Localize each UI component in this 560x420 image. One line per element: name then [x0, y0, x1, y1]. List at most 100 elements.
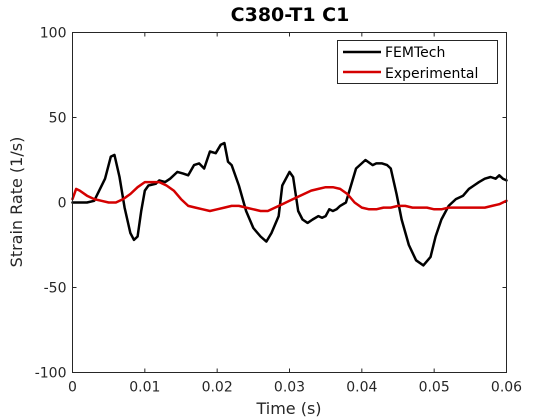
data-point [180, 198, 182, 200]
data-point [355, 168, 357, 169]
y-axis-label: Strain Rate (1/s) [7, 137, 26, 268]
x-tick-label: 0.02 [202, 380, 233, 396]
y-axis: -100 -50 0 50 100 [35, 26, 507, 382]
data-point [346, 193, 348, 195]
data-point [345, 202, 347, 203]
data-point [187, 174, 189, 176]
data-point [477, 207, 479, 209]
data-point [173, 190, 175, 192]
data-point [310, 190, 312, 192]
data-point [317, 188, 319, 190]
series-experimental [71, 180, 508, 213]
data-point [401, 219, 403, 220]
data-point [375, 208, 377, 210]
data-point [270, 232, 272, 234]
data-point [422, 264, 424, 266]
data-point [368, 208, 370, 210]
data-point [426, 207, 428, 209]
data-point [354, 202, 356, 203]
data-point [325, 215, 327, 217]
data-point [455, 198, 457, 200]
data-point [312, 219, 314, 220]
data-point [176, 171, 178, 173]
data-point [108, 202, 110, 203]
data-point [267, 210, 269, 212]
data-point [140, 210, 142, 212]
data-point [260, 236, 262, 237]
data-point [296, 196, 298, 198]
series-line [71, 141, 508, 267]
data-point [303, 193, 305, 195]
data-point [484, 207, 486, 209]
data-point [104, 178, 106, 180]
data-point [79, 190, 81, 192]
data-point [238, 185, 240, 186]
data-point [238, 205, 240, 207]
data-point [375, 162, 377, 164]
data-point [133, 239, 135, 241]
data-point [278, 215, 280, 217]
data-point [198, 162, 200, 164]
data-point [350, 185, 352, 186]
data-point [187, 205, 189, 207]
data-point [274, 207, 276, 209]
data-point [430, 256, 432, 258]
data-point [491, 205, 493, 207]
x-tick-label: 0.03 [274, 380, 305, 396]
data-point [124, 207, 126, 209]
data-point [317, 215, 319, 217]
data-point [193, 164, 195, 166]
data-point [122, 198, 124, 200]
chart-title: C380-T1 C1 [231, 4, 350, 26]
data-point [339, 205, 341, 207]
data-point [209, 151, 211, 152]
data-point [155, 183, 157, 185]
data-point [433, 208, 435, 210]
data-point [223, 207, 225, 209]
data-point [495, 178, 497, 180]
data-point [498, 174, 500, 176]
data-point [194, 207, 196, 209]
data-point [364, 159, 366, 161]
data-point [468, 188, 470, 190]
data-point [332, 186, 334, 188]
y-tick-label: -50 [44, 281, 67, 297]
y-tick-label: 0 [58, 196, 67, 212]
data-point [386, 164, 388, 166]
data-point [215, 152, 217, 154]
data-point [289, 200, 290, 202]
data-point [292, 176, 294, 178]
data-point [265, 241, 267, 243]
data-point [440, 219, 442, 220]
data-point [144, 181, 146, 183]
data-point [397, 205, 399, 207]
data-point [302, 219, 304, 220]
data-point [100, 200, 102, 202]
data-point [396, 193, 398, 195]
data-point [297, 210, 299, 212]
data-point [469, 207, 471, 209]
data-point [339, 188, 341, 190]
data-point [448, 205, 450, 207]
data-point [455, 207, 457, 209]
x-tick-label: 0 [68, 380, 77, 396]
data-point [86, 195, 88, 197]
data-point [336, 208, 338, 210]
data-point [498, 203, 500, 205]
data-point [113, 154, 115, 156]
plot-frame [72, 32, 507, 373]
data-point [144, 190, 146, 192]
data-point [260, 210, 262, 212]
data-point [231, 205, 233, 207]
data-point [252, 227, 254, 229]
data-point [321, 217, 323, 219]
data-point [220, 144, 222, 146]
data-point [86, 202, 88, 203]
data-point [115, 202, 117, 203]
legend-box [337, 40, 498, 84]
data-point [137, 236, 139, 237]
data-point [478, 181, 480, 183]
data-point [490, 176, 492, 178]
data-point [147, 185, 149, 186]
x-tick-label: 0.05 [419, 380, 450, 396]
